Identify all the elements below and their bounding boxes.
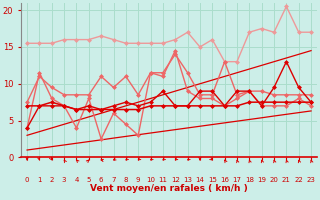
X-axis label: Vent moyen/en rafales ( km/h ): Vent moyen/en rafales ( km/h ) <box>90 184 248 193</box>
